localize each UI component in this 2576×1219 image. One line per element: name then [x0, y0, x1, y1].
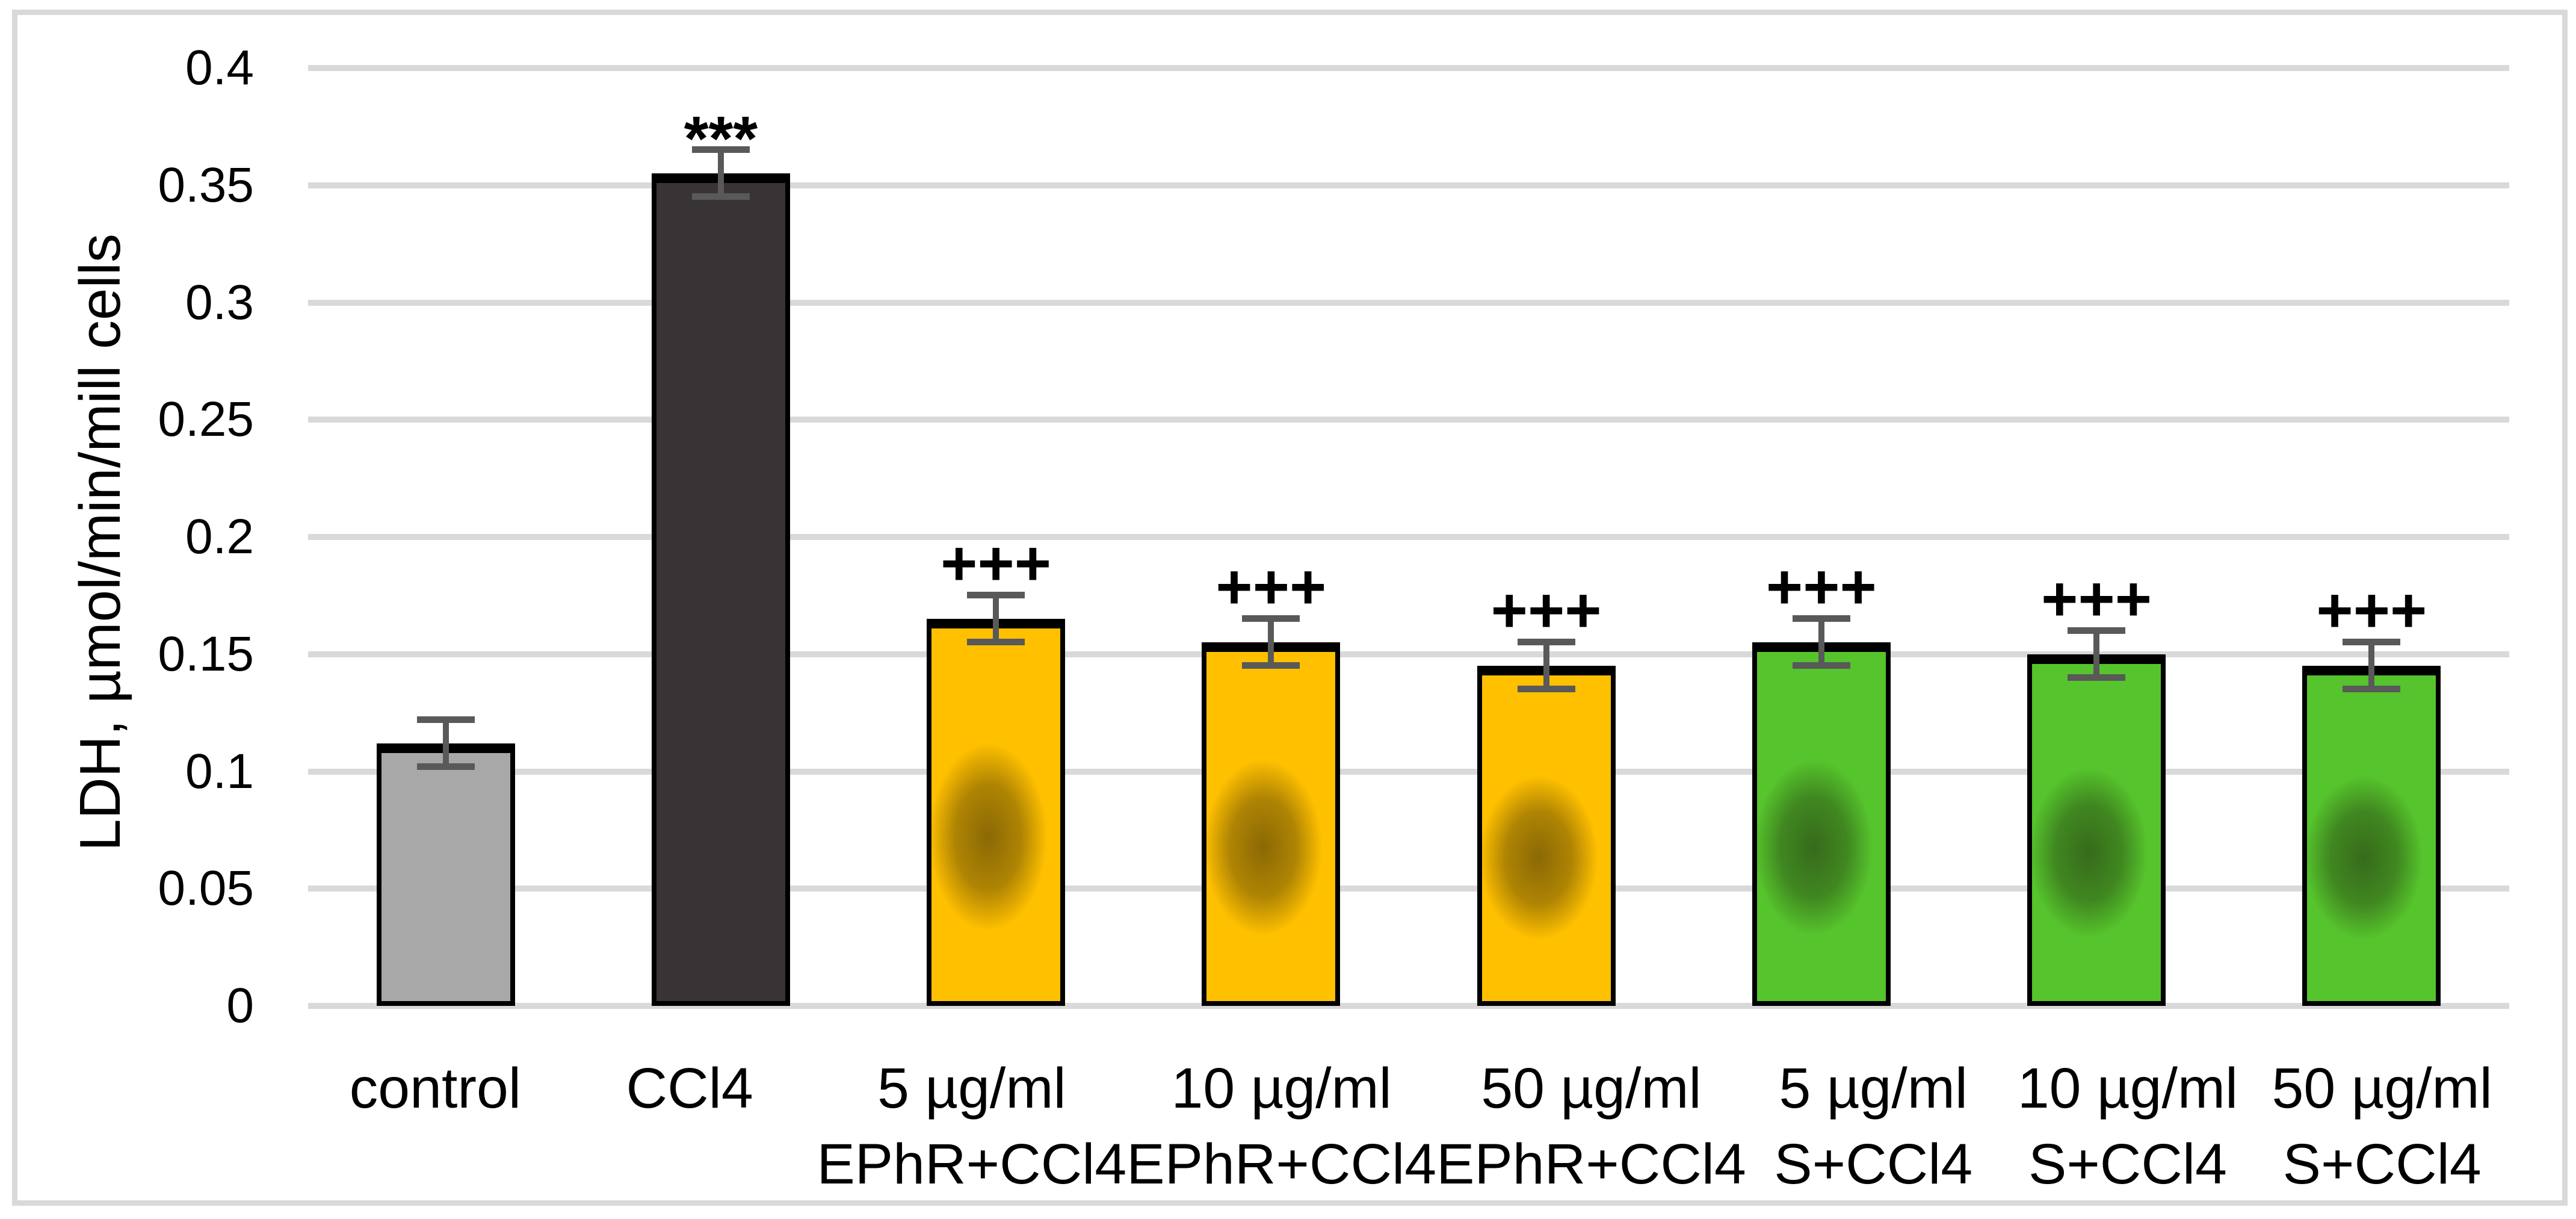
error-bar-cap-bottom — [1242, 662, 1300, 669]
y-tick-label: 0.25 — [158, 392, 254, 447]
error-bar-cap-bottom — [2343, 686, 2401, 693]
significance-annotation: +++ — [1490, 575, 1602, 647]
error-bar-cap-top — [2343, 639, 2401, 646]
x-category-label-line: 5 µg/ml — [1779, 1056, 1968, 1120]
x-axis-category-labels: control CCl4 5 µg/ml EPhR+CCl4 10 µg/ml EPhR+… — [308, 1050, 2509, 1202]
y-axis-tick-labels: 0.4 0.35 0.3 0.25 0.2 0.15 0.1 0.05 0 — [0, 43, 254, 1031]
error-bar-line — [442, 719, 449, 767]
error-bar-line — [2093, 630, 2100, 678]
y-tick-label: 0.3 — [185, 275, 254, 330]
gridline — [308, 182, 2509, 188]
x-category-label: 10 µg/ml S+CCl4 — [2001, 1050, 2255, 1202]
significance-annotation: *** — [684, 104, 758, 175]
error-bar-cap-bottom — [2068, 674, 2126, 681]
bars-layer: *** +++ +++ +++ +++ +++ +++ — [308, 68, 2509, 1006]
bar-slot — [308, 68, 583, 1006]
bar-gradient-smudge — [1481, 675, 1611, 1001]
bar-gradient-smudge — [1206, 652, 1336, 1001]
gridline — [308, 534, 2509, 540]
x-category-label: 10 µg/ml EPhR+CCl4 — [1126, 1050, 1436, 1202]
x-category-label-line: control — [349, 1056, 521, 1120]
y-tick-label: 0.4 — [185, 40, 254, 95]
x-category-label-line: S+CCl4 — [1774, 1132, 1973, 1196]
y-tick-label: 0.1 — [185, 743, 254, 799]
error-bar-cap-top — [1517, 639, 1575, 646]
significance-annotation: +++ — [1765, 552, 1877, 623]
bar-slot: +++ — [1409, 68, 1684, 1006]
x-category-label-line: S+CCl4 — [2028, 1132, 2227, 1196]
error-bar-cap-top — [691, 146, 750, 154]
bar — [1202, 642, 1341, 1006]
bar — [2302, 666, 2441, 1006]
x-category-label-line: EPhR+CCl4 — [1436, 1132, 1746, 1196]
y-tick-label: 0 — [226, 978, 254, 1033]
error-bar-cap-bottom — [691, 193, 750, 200]
bar-slot: +++ — [1134, 68, 1409, 1006]
gridline — [308, 65, 2509, 71]
significance-annotation: +++ — [2041, 563, 2152, 634]
error-bar-cap-bottom — [967, 639, 1025, 646]
bar-slot: *** — [583, 68, 858, 1006]
bar — [651, 173, 790, 1006]
bar-slot: +++ — [1959, 68, 2234, 1006]
y-tick-label: 0.05 — [158, 861, 254, 916]
bar-slot: +++ — [2234, 68, 2509, 1006]
x-category-label: CCl4 — [563, 1050, 817, 1202]
error-bar-cap-top — [2068, 627, 2126, 634]
x-category-label-line: EPhR+CCl4 — [1126, 1132, 1437, 1196]
bar-gradient-smudge — [2032, 663, 2161, 1001]
gridline — [308, 886, 2509, 892]
error-bar-line — [2368, 642, 2375, 690]
x-category-label-line: 10 µg/ml — [2017, 1056, 2238, 1120]
error-bar-cap-top — [1792, 615, 1850, 622]
chart-frame-border — [12, 10, 2568, 1206]
error-bar-line — [993, 595, 999, 643]
bar-gradient-smudge — [1756, 652, 1886, 1001]
bar — [927, 619, 1066, 1006]
gridline — [308, 768, 2509, 775]
bar-slot: +++ — [859, 68, 1134, 1006]
x-category-label-line: 5 µg/ml — [877, 1056, 1066, 1120]
x-category-label: 5 µg/ml EPhR+CCl4 — [817, 1050, 1126, 1202]
y-tick-label: 0.2 — [185, 509, 254, 564]
bar-slot: +++ — [1684, 68, 1959, 1006]
gridline — [308, 1003, 2509, 1009]
significance-annotation: +++ — [1215, 552, 1327, 623]
gridline — [308, 651, 2509, 657]
bar — [1477, 666, 1616, 1006]
plot-area: *** +++ +++ +++ +++ +++ +++ — [308, 65, 2509, 1009]
x-category-label-line: 50 µg/ml — [2272, 1056, 2492, 1120]
x-category-label-line: 50 µg/ml — [1481, 1056, 1702, 1120]
x-category-label-line: CCl4 — [626, 1056, 753, 1120]
x-category-label-line: S+CCl4 — [2282, 1132, 2482, 1196]
gridline — [308, 417, 2509, 423]
x-category-label: 5 µg/ml S+CCl4 — [1746, 1050, 2001, 1202]
x-category-label-line: 10 µg/ml — [1171, 1056, 1392, 1120]
x-category-label-line: EPhR+CCl4 — [817, 1132, 1127, 1196]
x-category-label: control — [308, 1050, 563, 1202]
error-bar-cap-bottom — [1517, 686, 1575, 693]
error-bar-line — [1818, 619, 1824, 666]
x-category-label: 50 µg/ml EPhR+CCl4 — [1436, 1050, 1746, 1202]
error-bar-cap-top — [416, 716, 475, 723]
error-bar-cap-bottom — [1792, 662, 1850, 669]
error-bar-line — [717, 150, 724, 197]
gridline — [308, 299, 2509, 306]
significance-annotation: +++ — [2316, 575, 2427, 647]
error-bar-cap-bottom — [416, 763, 475, 770]
error-bar-line — [1543, 642, 1549, 690]
bar-gradient-smudge — [931, 628, 1061, 1001]
bar-gradient-smudge — [2307, 675, 2436, 1001]
y-tick-label: 0.15 — [158, 626, 254, 681]
y-tick-label: 0.35 — [158, 157, 254, 212]
bar — [1752, 642, 1891, 1006]
error-bar-line — [1268, 619, 1274, 666]
error-bar-cap-top — [1242, 615, 1300, 622]
significance-annotation: +++ — [941, 529, 1052, 600]
bar — [2027, 654, 2166, 1006]
error-bar-cap-top — [967, 592, 1025, 599]
x-category-label: 50 µg/ml S+CCl4 — [2255, 1050, 2509, 1202]
bar — [376, 743, 515, 1006]
